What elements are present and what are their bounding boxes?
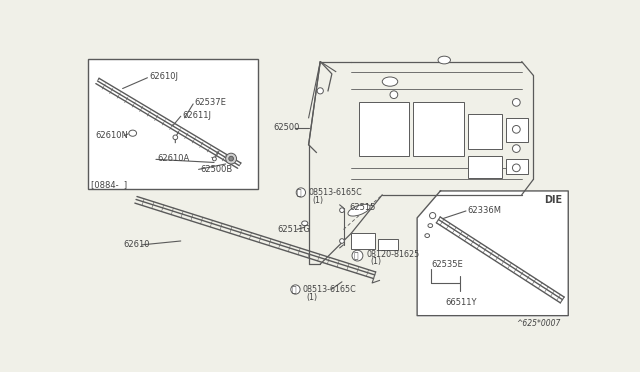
Bar <box>506 118 528 142</box>
Text: 66511Y: 66511Y <box>446 298 477 307</box>
Ellipse shape <box>352 250 363 261</box>
Ellipse shape <box>340 208 344 212</box>
Text: 62500: 62500 <box>274 123 300 132</box>
Text: 08513-6165C: 08513-6165C <box>308 188 362 197</box>
Ellipse shape <box>296 188 305 197</box>
Ellipse shape <box>229 156 234 161</box>
Text: 08513-6165C: 08513-6165C <box>303 285 356 294</box>
Text: Ⓑ: Ⓑ <box>353 251 358 260</box>
Ellipse shape <box>513 145 520 153</box>
Bar <box>413 102 463 156</box>
Bar <box>359 102 410 156</box>
Text: [0884-  ]: [0884- ] <box>91 180 127 189</box>
Bar <box>467 156 502 178</box>
Ellipse shape <box>212 157 216 161</box>
Bar <box>467 114 502 148</box>
Ellipse shape <box>513 164 520 172</box>
Bar <box>506 158 528 174</box>
Text: 62336M: 62336M <box>467 206 502 215</box>
Ellipse shape <box>129 130 136 136</box>
Polygon shape <box>417 191 568 316</box>
Text: 62515: 62515 <box>349 203 375 212</box>
Text: (1): (1) <box>307 293 317 302</box>
Text: 08120-81625: 08120-81625 <box>367 250 420 259</box>
Ellipse shape <box>317 88 323 94</box>
Ellipse shape <box>173 135 178 140</box>
Text: ^625*0007: ^625*0007 <box>516 319 561 328</box>
Text: 62610N: 62610N <box>95 131 129 140</box>
Ellipse shape <box>425 234 429 238</box>
Ellipse shape <box>348 204 370 216</box>
Text: 62500B: 62500B <box>200 165 232 174</box>
Text: 62535E: 62535E <box>431 260 463 269</box>
Bar <box>378 239 397 250</box>
Ellipse shape <box>226 153 237 164</box>
Ellipse shape <box>340 239 344 243</box>
Ellipse shape <box>513 125 520 133</box>
Text: DIE: DIE <box>544 195 562 205</box>
Text: 62610A: 62610A <box>157 154 189 163</box>
Text: (1): (1) <box>371 257 381 266</box>
Text: Ⓝ: Ⓝ <box>292 285 296 294</box>
Text: 62611J: 62611J <box>182 111 211 120</box>
Ellipse shape <box>301 221 308 225</box>
Ellipse shape <box>428 224 433 228</box>
Ellipse shape <box>382 77 397 86</box>
Ellipse shape <box>390 91 397 99</box>
Bar <box>351 233 374 249</box>
Ellipse shape <box>291 285 300 294</box>
Text: 62511G: 62511G <box>278 225 310 234</box>
Text: (1): (1) <box>312 196 324 205</box>
Text: 62610: 62610 <box>124 240 150 249</box>
Ellipse shape <box>438 56 451 64</box>
Text: 62537E: 62537E <box>195 98 227 107</box>
Bar <box>88 58 259 189</box>
Text: 62610J: 62610J <box>150 73 179 81</box>
Text: Ⓝ: Ⓝ <box>297 188 301 197</box>
Ellipse shape <box>429 212 436 219</box>
Ellipse shape <box>513 99 520 106</box>
